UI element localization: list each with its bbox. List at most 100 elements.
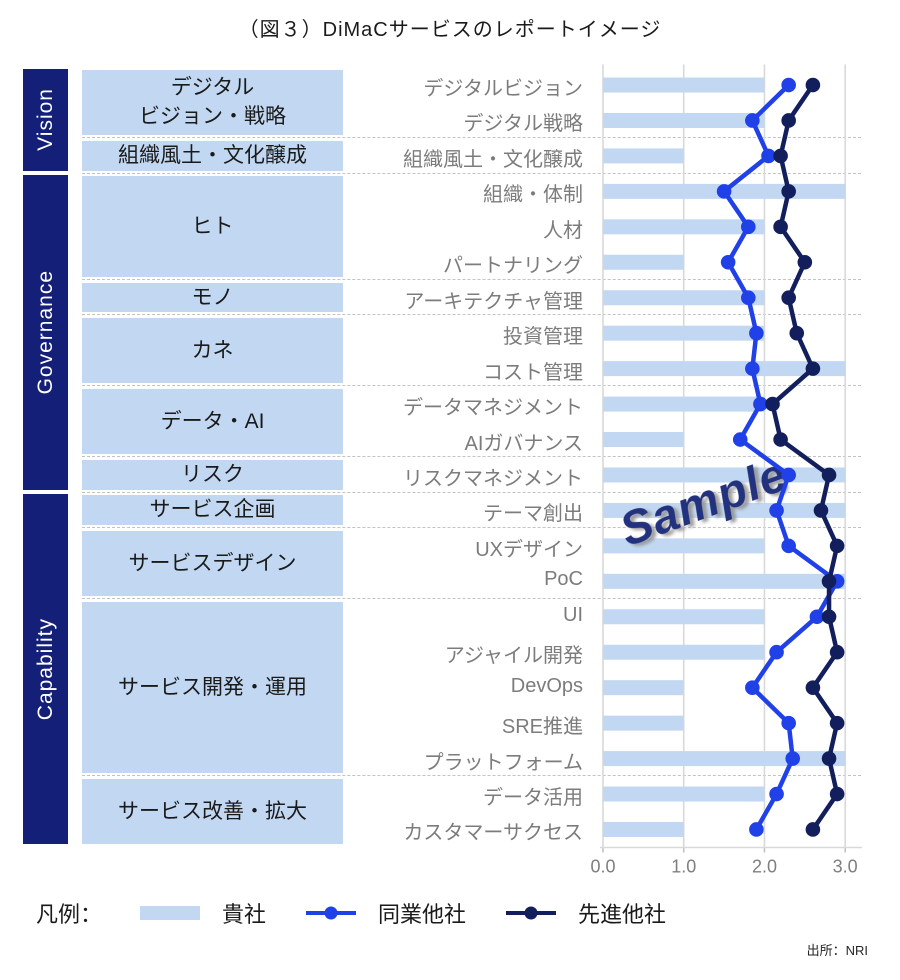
data-point [781, 77, 796, 93]
data-point [821, 574, 837, 589]
section-bar-capability: Capability [23, 494, 68, 845]
data-point [741, 290, 756, 306]
data-point [781, 184, 796, 199]
data-point [773, 432, 788, 447]
row-label: テーマ創出 [483, 503, 583, 526]
legend: 凡例： 貴社 同業他社 先進他社 [36, 897, 706, 929]
group-box: データ・AI [82, 388, 343, 455]
legend-line-dot [524, 906, 538, 920]
company-score-bar [603, 290, 765, 306]
group-box: サービスデザイン [82, 530, 343, 597]
row-label: 組織・体制 [483, 184, 583, 207]
data-point [773, 219, 788, 235]
axis-tick-label: 2.0 [752, 857, 777, 877]
data-point [732, 432, 748, 447]
data-point [781, 113, 796, 128]
company-score-bar [603, 396, 765, 412]
company-score-bar [603, 219, 765, 235]
data-point [749, 325, 764, 341]
group-label: サービス改善・拡大 [118, 799, 307, 823]
group-separator-line [82, 314, 861, 316]
data-point [761, 148, 776, 164]
axis-tick-label: 1.0 [671, 857, 696, 877]
company-score-bar [603, 786, 765, 802]
row-label: UXデザイン [475, 538, 583, 561]
data-point [745, 680, 760, 695]
company-score-bar [603, 821, 684, 837]
row-label: パートナリング [443, 255, 583, 278]
section-bar-governance: Governance [23, 175, 68, 490]
row-label: データ活用 [483, 787, 583, 810]
company-score-bar [603, 254, 684, 270]
series-line [770, 83, 840, 831]
group-separator-line [82, 598, 861, 600]
group-separator-line [82, 456, 861, 458]
data-point [821, 467, 837, 483]
group-box: サービス開発・運用 [82, 601, 343, 774]
legend-bar-swatch [140, 906, 201, 920]
group-label: リスク [181, 463, 244, 487]
data-point [809, 609, 825, 625]
data-point [745, 361, 760, 376]
group-box: サービス企画 [82, 495, 343, 526]
company-score-bar [603, 361, 846, 377]
group-box: 組織風土・文化醸成 [82, 140, 343, 171]
row-label: 人材 [543, 219, 583, 242]
company-score-bar [603, 715, 684, 731]
group-label: モノ [191, 285, 234, 309]
group-box: カネ [82, 317, 343, 384]
company-score-bar [603, 573, 846, 589]
group-label: 組織風土・文化醸成 [118, 143, 307, 167]
data-point [785, 751, 801, 766]
data-point [769, 786, 784, 802]
group-box: デジタル ビジョン・戦略 [82, 69, 343, 136]
data-point [745, 113, 760, 128]
group-separator-line [82, 137, 861, 139]
group-label: ヒト [191, 214, 234, 238]
data-point [829, 786, 845, 802]
data-point [805, 680, 821, 695]
company-score-bar [603, 644, 765, 660]
row-label: PoC [544, 568, 583, 591]
group-box: ヒト [82, 176, 343, 277]
data-point [813, 503, 829, 518]
data-point [805, 822, 821, 837]
series-line [721, 83, 841, 831]
company-score-bar [603, 609, 765, 625]
legend-item-label: 同業他社 [378, 902, 467, 927]
row-label: コスト管理 [483, 361, 583, 384]
row-label: リスクマネジメント [403, 467, 583, 490]
legend-line-dot [324, 906, 338, 920]
data-point [769, 644, 784, 660]
group-label: サービスデザイン [128, 551, 297, 575]
company-score-bar [603, 502, 846, 518]
data-point [789, 325, 805, 341]
data-point [805, 77, 821, 93]
row-label: アーキテクチャ管理 [404, 290, 583, 313]
company-score-bar [603, 148, 684, 164]
data-point [765, 396, 780, 412]
row-label: 投資管理 [503, 326, 583, 349]
legend-label: 凡例： [36, 902, 103, 927]
legend-item: 先進他社 [506, 897, 666, 929]
row-label: SRE推進 [501, 716, 583, 739]
company-score-bar [603, 680, 684, 696]
source-note: 出所：NRI [806, 943, 868, 958]
row-label: デジタルビジョン [423, 78, 583, 101]
row-label: デジタル戦略 [463, 113, 583, 136]
legend-line-swatch [506, 906, 557, 920]
group-label: サービス企画 [149, 498, 276, 522]
group-separator-line [82, 775, 861, 777]
data-point [829, 715, 845, 731]
page-title: （図３）DiMaCサービスのレポートイメージ [238, 19, 662, 41]
row-label: 組織風土・文化醸成 [403, 148, 583, 171]
legend-item-label: 貴社 [222, 902, 267, 927]
company-score-bar [603, 112, 765, 128]
legend-item: 貴社 [140, 897, 266, 929]
company-score-bar [603, 325, 765, 341]
row-label: カスタマーサクセス [403, 822, 583, 845]
data-point [741, 219, 756, 235]
group-label: デジタル [170, 76, 255, 100]
